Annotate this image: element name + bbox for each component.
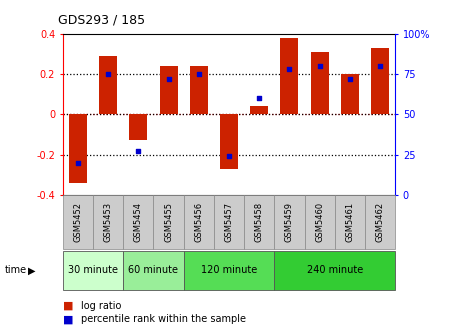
- Point: [255, 95, 263, 101]
- Text: GSM5458: GSM5458: [255, 202, 264, 242]
- Bar: [123, 195, 154, 249]
- Bar: [99, 56, 117, 114]
- Text: GSM5456: GSM5456: [194, 202, 203, 242]
- Bar: [274, 195, 304, 249]
- Bar: [311, 52, 329, 114]
- Text: ■: ■: [63, 301, 73, 311]
- Bar: [63, 195, 93, 249]
- Bar: [154, 195, 184, 249]
- Bar: [335, 195, 365, 249]
- Point: [316, 63, 323, 69]
- Text: 240 minute: 240 minute: [307, 265, 363, 276]
- Bar: [250, 106, 268, 114]
- Bar: [123, 251, 184, 290]
- Bar: [341, 74, 359, 114]
- Bar: [280, 38, 299, 114]
- Text: GDS293 / 185: GDS293 / 185: [58, 14, 145, 27]
- Bar: [214, 195, 244, 249]
- Bar: [69, 114, 87, 183]
- Text: GSM5462: GSM5462: [375, 202, 384, 242]
- Text: percentile rank within the sample: percentile rank within the sample: [81, 314, 246, 324]
- Text: GSM5454: GSM5454: [134, 202, 143, 242]
- Bar: [184, 195, 214, 249]
- Text: time: time: [4, 265, 26, 276]
- Text: GSM5457: GSM5457: [224, 202, 233, 242]
- Text: 60 minute: 60 minute: [128, 265, 178, 276]
- Text: 120 minute: 120 minute: [201, 265, 257, 276]
- Bar: [365, 195, 395, 249]
- Point: [165, 76, 172, 81]
- Text: ▶: ▶: [28, 265, 35, 276]
- Bar: [190, 66, 208, 114]
- Text: log ratio: log ratio: [81, 301, 121, 311]
- Bar: [244, 195, 274, 249]
- Point: [135, 149, 142, 154]
- Bar: [159, 66, 178, 114]
- Text: GSM5460: GSM5460: [315, 202, 324, 242]
- Bar: [371, 48, 389, 114]
- Bar: [220, 114, 238, 169]
- Bar: [93, 195, 123, 249]
- Point: [376, 63, 383, 69]
- Bar: [129, 114, 147, 140]
- Text: GSM5452: GSM5452: [74, 202, 83, 242]
- Bar: [184, 251, 274, 290]
- Text: GSM5455: GSM5455: [164, 202, 173, 242]
- Point: [225, 154, 233, 159]
- Text: ■: ■: [63, 314, 73, 324]
- Bar: [274, 251, 395, 290]
- Text: GSM5453: GSM5453: [104, 202, 113, 242]
- Bar: [304, 195, 335, 249]
- Point: [195, 71, 202, 77]
- Text: GSM5459: GSM5459: [285, 202, 294, 242]
- Point: [286, 67, 293, 72]
- Point: [75, 160, 82, 165]
- Text: GSM5461: GSM5461: [345, 202, 354, 242]
- Point: [346, 76, 353, 81]
- Point: [105, 71, 112, 77]
- Text: 30 minute: 30 minute: [68, 265, 118, 276]
- Bar: [63, 251, 123, 290]
